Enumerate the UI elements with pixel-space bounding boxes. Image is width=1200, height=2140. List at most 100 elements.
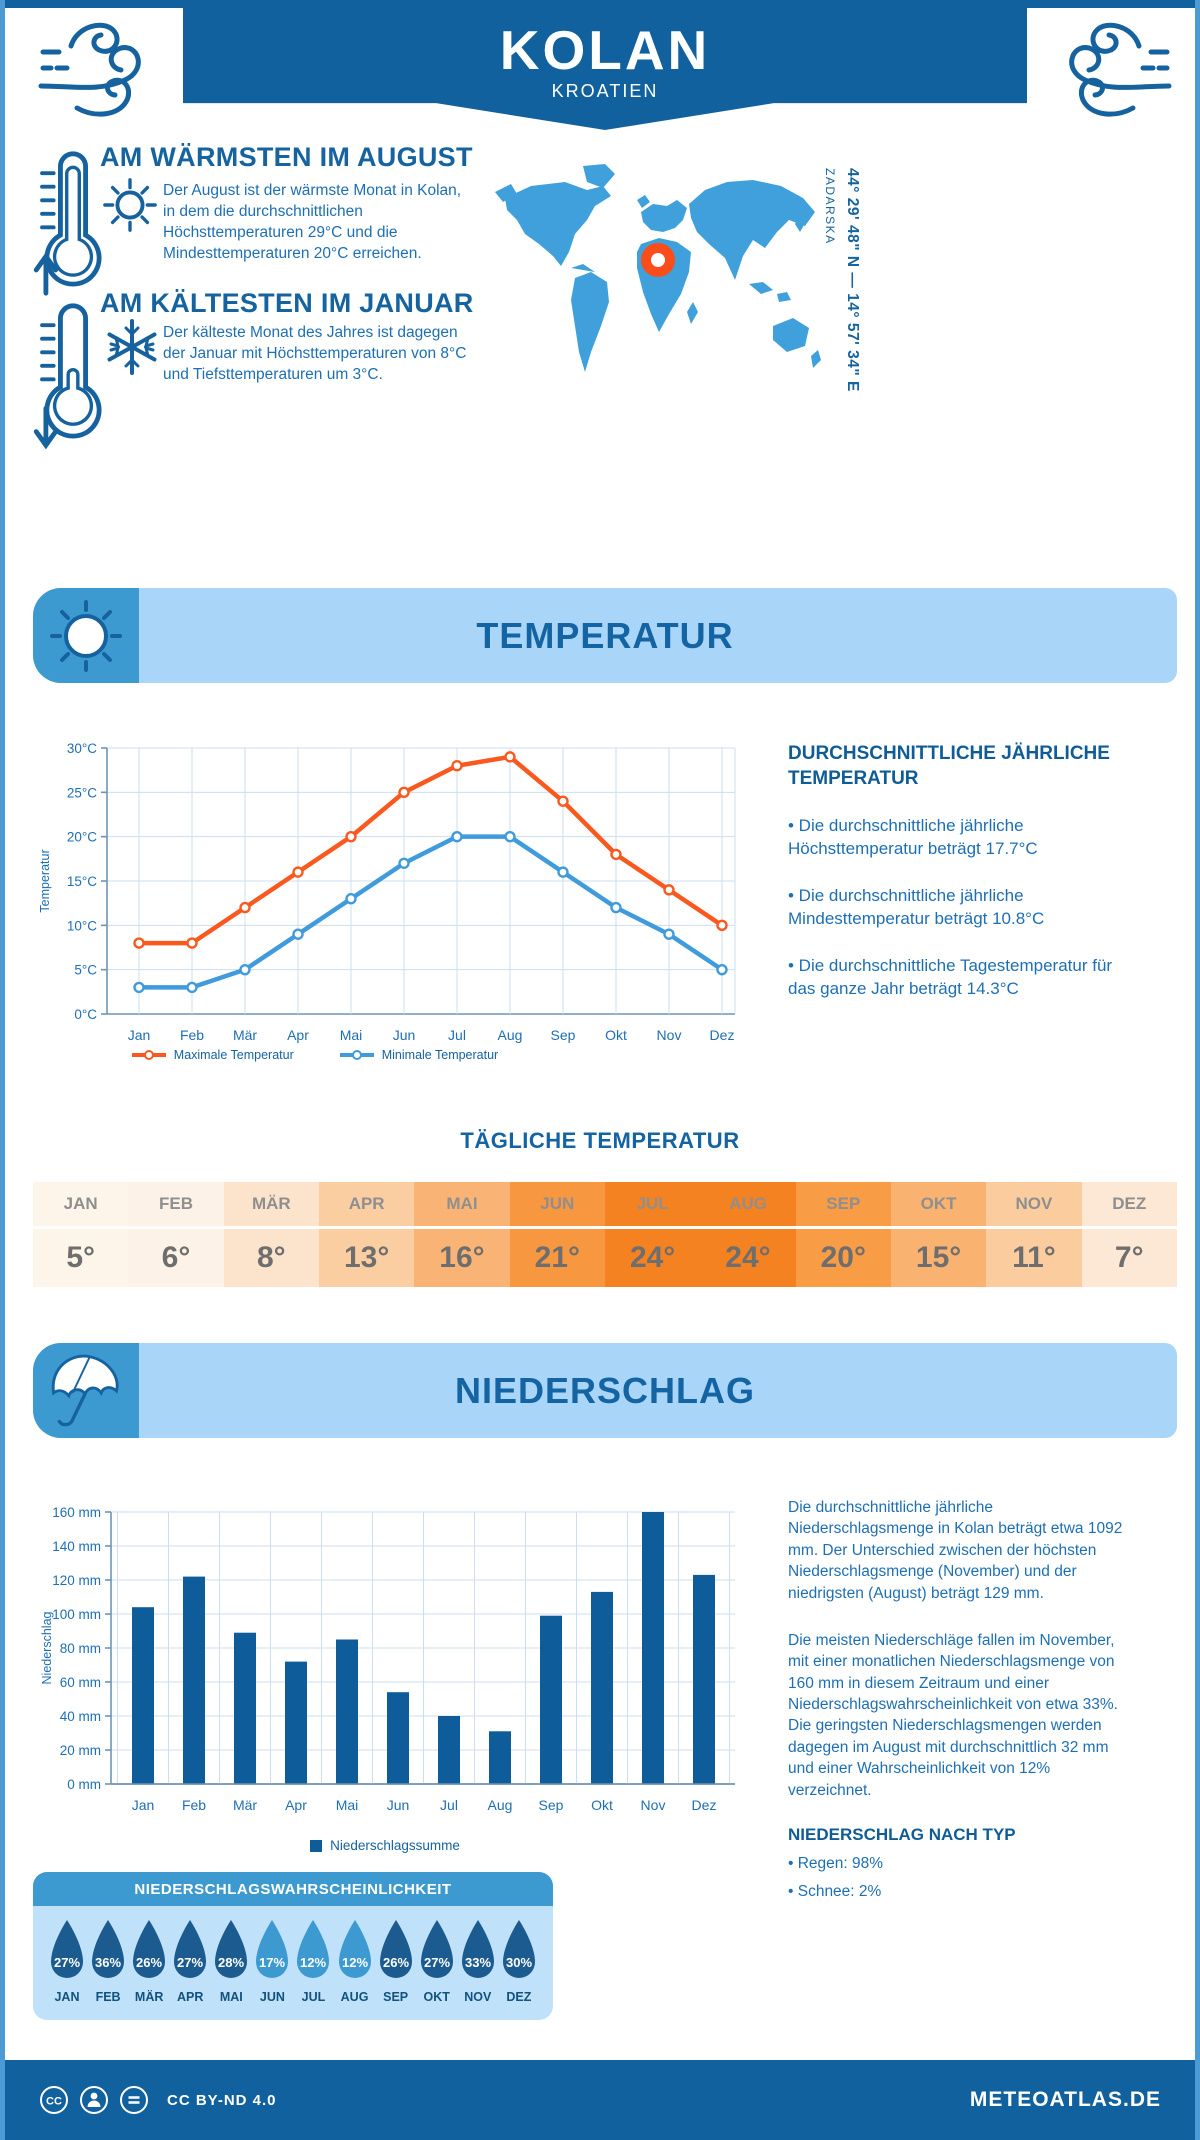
svg-text:36%: 36% [95, 1955, 121, 1970]
svg-text:Mär: Mär [233, 1797, 257, 1813]
probability-drop: 12% AUG [335, 1918, 375, 2004]
daily-temperature-cell: 15° [890, 1229, 987, 1287]
svg-text:20 mm: 20 mm [60, 1743, 101, 1758]
svg-text:Aug: Aug [498, 1027, 523, 1043]
daily-month-cell: MAI [414, 1182, 510, 1226]
license-label: CC BY-ND 4.0 [167, 2091, 277, 2109]
probability-drops: 27% JAN 36% FEB 26% MÄR 27% APR 28% MAI 17% JUN 12% J… [33, 1906, 553, 2020]
daily-temperature-column: DEZ 7° [1081, 1182, 1177, 1287]
probability-month-label: MÄR [134, 1990, 164, 2004]
water-drop-icon: 17% [256, 1920, 289, 1978]
precipitation-bar-chart: 0 mm 20 mm 40 mm 60 mm 80 mm 100 mm 120 mm 140 … [35, 1492, 745, 1827]
site-label: METEOATLAS.DE [969, 2088, 1161, 2111]
water-drop-icon: 28% [215, 1920, 248, 1978]
daily-temperature-cell: 5° [33, 1229, 129, 1287]
svg-text:Jun: Jun [387, 1797, 410, 1813]
svg-text:25°C: 25°C [67, 785, 97, 800]
svg-text:12%: 12% [300, 1955, 326, 1970]
world-map [495, 164, 821, 372]
daily-month-cell: DEZ [1081, 1182, 1177, 1226]
svg-text:Nov: Nov [641, 1797, 666, 1813]
svg-text:Apr: Apr [285, 1797, 307, 1813]
probability-drop: 12% JUL [293, 1918, 333, 2004]
daily-temperature-cell: 24° [700, 1229, 796, 1287]
probability-drop: 26% MÄR [129, 1918, 169, 2004]
precipitation-probability-panel: NIEDERSCHLAGSWAHRSCHEINLICHKEIT 27% JAN 36… [33, 1872, 553, 2020]
temperature-sidebar-heading: DURCHSCHNITTLICHE JÄHRLICHE TEMPERATUR [788, 743, 1110, 789]
svg-text:17%: 17% [259, 1955, 285, 1970]
svg-text:Aug: Aug [488, 1797, 513, 1813]
probability-month-label: DEZ [506, 1990, 532, 2004]
warm-heading: AM WÄRMSTEN IM AUGUST [100, 142, 473, 172]
probability-month-label: OKT [423, 1990, 450, 2004]
probability-month-label: JUL [301, 1990, 326, 2004]
water-drop-icon: 27% [51, 1920, 83, 1978]
svg-text:Sep: Sep [539, 1797, 564, 1813]
probability-month-label: FEB [95, 1990, 121, 2004]
water-drop-icon: 26% [379, 1920, 412, 1978]
svg-text:80 mm: 80 mm [60, 1641, 101, 1656]
daily-temperature-cell: 8° [223, 1229, 319, 1287]
probability-month-label: AUG [340, 1990, 369, 2004]
precipitation-type-heading: NIEDERSCHLAG NACH TYP [788, 1824, 1016, 1844]
svg-text:10°C: 10°C [67, 918, 97, 933]
no-derivatives-icon [120, 2086, 148, 2114]
daily-temperature-column: AUG 24° [700, 1182, 796, 1287]
daily-month-cell: JAN [33, 1182, 129, 1226]
svg-text:140 mm: 140 mm [52, 1539, 101, 1554]
svg-text:5°C: 5°C [74, 963, 97, 978]
svg-text:12%: 12% [342, 1955, 368, 1970]
thermometer-up-icon [33, 151, 102, 296]
probability-drop: 27% JAN [47, 1918, 87, 2004]
probability-drop: 36% FEB [88, 1918, 128, 2004]
svg-text:Feb: Feb [180, 1027, 204, 1043]
svg-text:Jan: Jan [132, 1797, 155, 1813]
svg-text:0°C: 0°C [74, 1007, 97, 1022]
svg-text:Jul: Jul [440, 1797, 458, 1813]
legend-entry: Maximale Temperatur [131, 1048, 294, 1062]
footer-bar: CC CC BY-ND 4.0 METEOATLAS.DE [5, 2060, 1195, 2140]
water-drop-icon: 12% [297, 1920, 330, 1978]
probability-month-label: SEP [383, 1990, 409, 2004]
probability-month-label: NOV [464, 1990, 492, 2004]
svg-text:100 mm: 100 mm [52, 1607, 101, 1622]
temperature-bullet: • Die durchschnittliche Tagestemperatur … [788, 956, 1113, 999]
svg-text:40 mm: 40 mm [60, 1709, 101, 1724]
daily-temperature-column: FEB 6° [128, 1182, 224, 1287]
daily-month-cell: OKT [890, 1182, 987, 1226]
top-border [5, 0, 1195, 8]
daily-temperature-column: MÄR 8° [223, 1182, 319, 1287]
daily-month-cell: JUN [509, 1182, 605, 1226]
temperature-legend: Maximale Temperatur Minimale Temperatur [35, 1048, 595, 1062]
coordinates-label: 44° 29' 48" N — 14° 57' 34" E [844, 168, 861, 392]
daily-temperature-column: APR 13° [318, 1182, 415, 1287]
water-drop-icon: 36% [92, 1920, 125, 1978]
water-drop-icon: 30% [502, 1920, 535, 1978]
probability-drop: 17% JUN [252, 1918, 292, 2004]
daily-month-cell: FEB [128, 1182, 224, 1226]
probability-month-label: JUN [259, 1990, 285, 2004]
precipitation-legend: Niederschlagssumme [35, 1838, 735, 1853]
daily-temperature-cell: 21° [509, 1229, 605, 1287]
svg-text:Dez: Dez [692, 1797, 717, 1813]
daily-temperature-cell: 6° [128, 1229, 224, 1287]
probability-drop: 30% DEZ [499, 1918, 539, 2004]
probability-month-label: JAN [54, 1990, 80, 2004]
page-title: KOLAN [499, 19, 711, 81]
water-drop-icon: 27% [420, 1920, 453, 1978]
svg-text:Temperatur: Temperatur [38, 849, 52, 912]
svg-text:Feb: Feb [182, 1797, 206, 1813]
daily-temperature-title: TÄGLICHE TEMPERATUR [460, 1128, 740, 1153]
daily-temperature-column: SEP 20° [795, 1182, 891, 1287]
svg-text:20°C: 20°C [67, 830, 97, 845]
daily-temperature-column: OKT 15° [890, 1182, 987, 1287]
svg-text:27%: 27% [177, 1955, 203, 1970]
daily-month-cell: NOV [986, 1182, 1082, 1226]
svg-text:15°C: 15°C [67, 874, 97, 889]
svg-text:Niederschlag: Niederschlag [40, 1611, 54, 1684]
svg-text:Apr: Apr [287, 1027, 309, 1043]
temperature-bullet: • Die durchschnittliche jährliche Mindes… [788, 886, 1045, 929]
temperature-section-title: TEMPERATUR [476, 614, 734, 656]
thermometer-down-icon [33, 303, 102, 450]
cc-icon: CC [40, 2086, 68, 2114]
